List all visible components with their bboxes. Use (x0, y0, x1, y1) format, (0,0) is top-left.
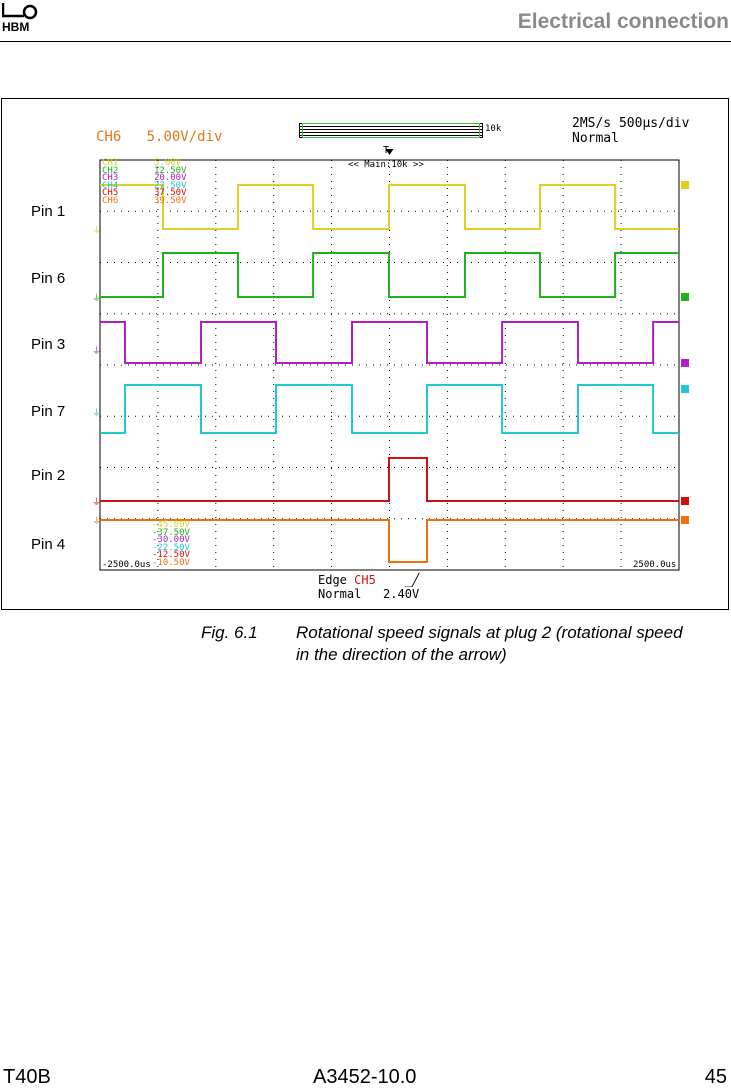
channel-offset-bottom: -12.50V (152, 550, 190, 560)
trigger-level: 2.40V (383, 587, 420, 601)
channel-offset-bottom: -22.50V (152, 542, 190, 553)
channel-offset-top: CH5 37.50V (102, 188, 187, 198)
channel-offset-bottom: -37.50V (152, 527, 190, 538)
time-right: 2500.0us (633, 560, 677, 570)
channel-top-value: 5.00V (154, 158, 182, 168)
figure-number: Fig. 6.1 (201, 623, 258, 642)
channel-level-marker-icon (681, 497, 689, 505)
channel-offset-top: CH6 39.50V (102, 195, 187, 206)
header-divider (0, 41, 731, 42)
pin-label: Pin 1 (31, 203, 66, 220)
channel-offset-list-top: CH1 5.00V CH2 12.50V CH3 20.00V CH4 27.50V CH5 37… (102, 158, 187, 206)
ground-marker-icon: ⏚ (92, 346, 101, 357)
channel-top-value: 27.50V (154, 180, 187, 191)
channel-name: CH1 (102, 158, 119, 168)
waveform-5 (100, 457, 679, 502)
pin-label: Pin 4 (31, 536, 66, 553)
channel-offset-top: CH1 5.00V (102, 158, 187, 168)
trigger-readout: Edge CH5 _╱ Normal 2.40V (318, 573, 419, 601)
record-length: 10k (485, 124, 502, 134)
trigger-source: CH5 (354, 573, 376, 587)
channel-offset-top: CH2 12.50V (102, 165, 187, 176)
channel-level-marker-icon (681, 181, 689, 189)
timebase: 500µs/div (618, 116, 690, 131)
sample-rate: 2MS/s (572, 116, 612, 131)
channel-name: CH3 (102, 173, 119, 183)
ground-marker-icon: ⏚ (92, 225, 101, 236)
acquisition-readout: 2MS/s 500µs/div Normal (572, 116, 689, 146)
hbm-logo: HBM (1, 2, 38, 34)
pin-label: Pin 6 (31, 270, 66, 287)
channel-name: CH6 (102, 195, 119, 206)
record-window (302, 123, 480, 138)
caption-line: in the direction of the arrow) (296, 645, 507, 664)
acquisition-mode: Normal (572, 131, 619, 146)
channel-level-marker-icon (681, 385, 689, 393)
channel-top-value: 20.00V (154, 173, 187, 183)
trigger-mode: Normal (318, 587, 362, 601)
channel-top-value: 37.50V (154, 188, 187, 198)
ground-marker-icon: ⏚ (92, 293, 101, 304)
record-overview-bar (299, 123, 483, 138)
waveform-6 (100, 519, 679, 563)
logo-text: HBM (2, 20, 29, 32)
channel-top-value: 12.50V (154, 165, 187, 176)
pin-label: Pin 3 (31, 336, 66, 353)
scale-value: 5.00V/div (146, 129, 223, 145)
section-title: Electrical connection (517, 10, 729, 33)
zoom-label: << Main:10k >> (348, 160, 424, 170)
waveform-2 (100, 252, 679, 298)
scale-channel: CH6 (96, 129, 122, 145)
channel-offset-list-bottom: -45.00V -37.50V -30.00V -22.50V -12.50V -10.5… (152, 520, 190, 568)
channel-offset-top: CH4 27.50V (102, 180, 187, 191)
channel-level-marker-icon (681, 516, 689, 524)
channel-offset-bottom: -45.00V (152, 520, 190, 530)
channel-name: CH2 (102, 165, 119, 176)
channel-name: CH5 (102, 188, 119, 198)
trigger-type: Edge (318, 573, 347, 587)
channel-level-marker-icon (681, 359, 689, 367)
time-left: -2500.0us (102, 560, 151, 570)
page-number: 45 (704, 1066, 727, 1088)
pin-label: Pin 2 (31, 467, 66, 484)
trigger-arrow-icon (385, 149, 394, 155)
ground-marker-icon: ⏚ (92, 516, 101, 527)
rising-edge-icon: _╱ (404, 573, 420, 587)
ground-marker-icon: ⏚ (92, 408, 101, 419)
channel-offset-bottom: -10.50V (152, 557, 190, 568)
pin-label: Pin 7 (31, 403, 66, 420)
channel-offset-bottom: -30.00V (152, 535, 190, 545)
channel-level-marker-icon (681, 293, 689, 301)
figure-caption: Rotational speed signals at plug 2 (rota… (296, 622, 683, 666)
ground-marker-icon: ⏚ (92, 497, 101, 508)
waveform-1 (100, 184, 679, 230)
oscilloscope-figure (1, 98, 729, 610)
channel-top-value: 39.50V (154, 195, 187, 206)
channel-offset-top: CH3 20.00V (102, 173, 187, 183)
waveform-4 (100, 384, 679, 434)
scale-readout: CH6 5.00V/div (96, 129, 222, 145)
trigger-position-marker: T (383, 145, 390, 156)
footer-product: T40B (3, 1066, 51, 1088)
channel-name: CH4 (102, 180, 119, 191)
caption-line: Rotational speed signals at plug 2 (rota… (296, 623, 683, 642)
waveform-3 (100, 321, 679, 364)
footer-doc-number: A3452-10.0 (313, 1066, 417, 1088)
waveform-plot: ⏚ ⏚ ⏚ ⏚ ⏚ ⏚ (92, 149, 689, 571)
